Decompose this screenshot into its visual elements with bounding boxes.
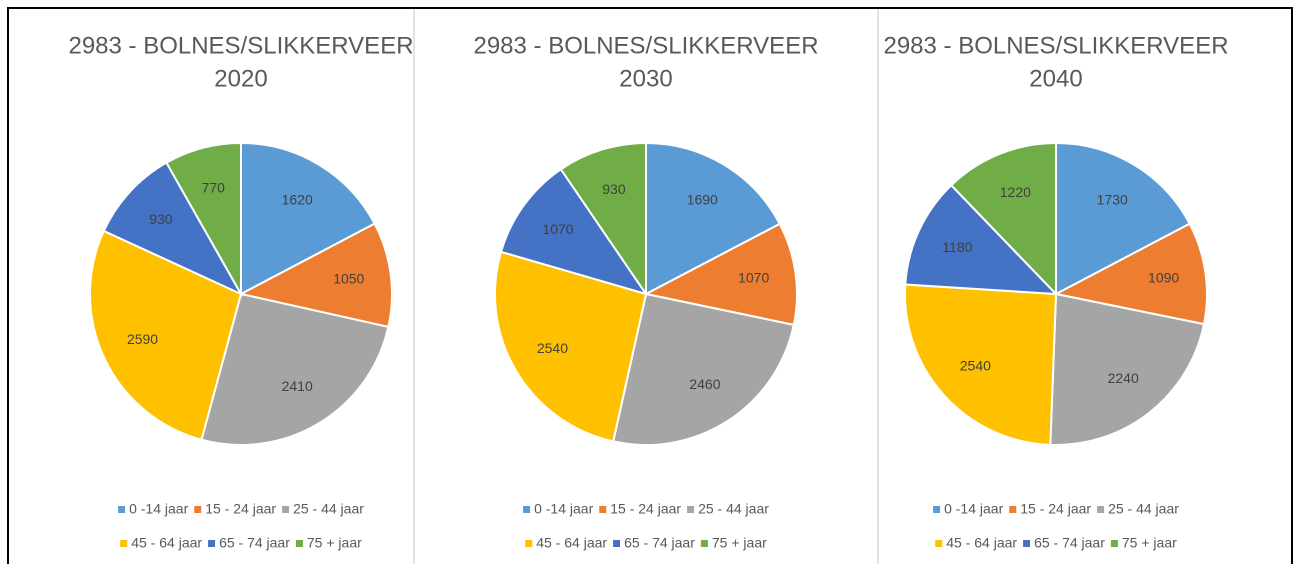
- data-label: 1180: [942, 239, 972, 255]
- legend-swatch: [208, 540, 216, 547]
- legend-swatch: [120, 540, 128, 547]
- legend-swatch: [1023, 540, 1031, 547]
- data-label: 2590: [127, 331, 158, 347]
- legend-swatch: [933, 506, 941, 513]
- pie-slice: [559, 141, 647, 298]
- legend-label: 65 - 74 jaar: [219, 535, 290, 551]
- data-label: 2240: [1108, 370, 1139, 386]
- chart-subtitle: 2030: [619, 65, 672, 92]
- legend-label: 45 - 64 jaar: [536, 535, 607, 551]
- data-label: 1730: [1097, 192, 1128, 208]
- legend-label: 65 - 74 jaar: [624, 535, 695, 551]
- data-label: 1050: [333, 270, 364, 286]
- chart-subtitle: 2020: [214, 65, 267, 92]
- pie-slice: [1049, 292, 1206, 446]
- data-label: 2540: [537, 340, 568, 356]
- pie-slice: [89, 229, 243, 441]
- legend-label: 0 -14 jaar: [944, 501, 1003, 517]
- legend-swatch: [599, 506, 607, 513]
- data-label: 2460: [689, 376, 720, 392]
- legend-swatch: [295, 540, 303, 547]
- legend-swatch: [194, 506, 202, 513]
- chart-title: 2983 - BOLNES/SLIKKERVEER: [883, 32, 1228, 59]
- legend-swatch: [935, 540, 943, 547]
- pie-slice: [494, 250, 648, 443]
- chart-title: 2983 - BOLNES/SLIKKERVEER: [68, 32, 413, 59]
- data-label: 930: [602, 181, 626, 197]
- data-label: 1070: [738, 270, 769, 286]
- legend-label: 25 - 44 jaar: [293, 501, 364, 517]
- pie-slice: [200, 292, 390, 446]
- pie-slice: [238, 222, 393, 329]
- legend-swatch: [118, 506, 126, 513]
- legend-label: 15 - 24 jaar: [610, 501, 681, 517]
- frame: [7, 7, 1293, 564]
- legend-swatch: [700, 540, 708, 547]
- pie-slice: [904, 283, 1058, 446]
- legend-label: 15 - 24 jaar: [205, 501, 276, 517]
- pie-slice: [240, 141, 376, 296]
- legend-swatch: [282, 506, 290, 513]
- legend-label: 75 + jaar: [1122, 535, 1177, 551]
- pie-slice: [1055, 141, 1192, 296]
- legend-swatch: [613, 540, 621, 547]
- data-label: 1220: [1000, 184, 1031, 200]
- legend-label: 25 - 44 jaar: [698, 501, 769, 517]
- legend-swatch: [687, 506, 695, 513]
- pie-slice: [165, 141, 242, 298]
- pie-slice: [904, 183, 1059, 296]
- legend-label: 65 - 74 jaar: [1034, 535, 1105, 551]
- legend-swatch: [1097, 506, 1105, 513]
- data-label: 930: [149, 211, 173, 227]
- legend-label: 15 - 24 jaar: [1020, 501, 1091, 517]
- legend-label: 75 + jaar: [307, 535, 362, 551]
- pie-slice: [643, 222, 798, 327]
- pie-slice: [645, 141, 782, 296]
- pie-slice: [1053, 222, 1208, 326]
- legend-label: 45 - 64 jaar: [946, 535, 1017, 551]
- legend-swatch: [1110, 540, 1118, 547]
- data-label: 1620: [282, 192, 313, 208]
- legend-label: 0 -14 jaar: [129, 501, 188, 517]
- pie-slice: [499, 167, 649, 296]
- chart-title: 2983 - BOLNES/SLIKKERVEER: [473, 32, 818, 59]
- pie-slice: [102, 161, 244, 297]
- legend-label: 0 -14 jaar: [534, 501, 593, 517]
- pie-slice: [949, 141, 1057, 297]
- pie-slice: [612, 292, 795, 446]
- data-label: 1070: [542, 221, 573, 237]
- chart-subtitle: 2040: [1029, 65, 1082, 92]
- data-label: 1090: [1148, 269, 1179, 285]
- data-label: 2540: [960, 358, 991, 374]
- data-label: 770: [202, 180, 226, 196]
- legend-swatch: [525, 540, 533, 547]
- legend-label: 75 + jaar: [712, 535, 767, 551]
- legend-label: 45 - 64 jaar: [131, 535, 202, 551]
- legend-swatch: [523, 506, 531, 513]
- legend-swatch: [1009, 506, 1017, 513]
- data-label: 2410: [282, 378, 313, 394]
- data-label: 1690: [687, 192, 718, 208]
- legend-label: 25 - 44 jaar: [1108, 501, 1179, 517]
